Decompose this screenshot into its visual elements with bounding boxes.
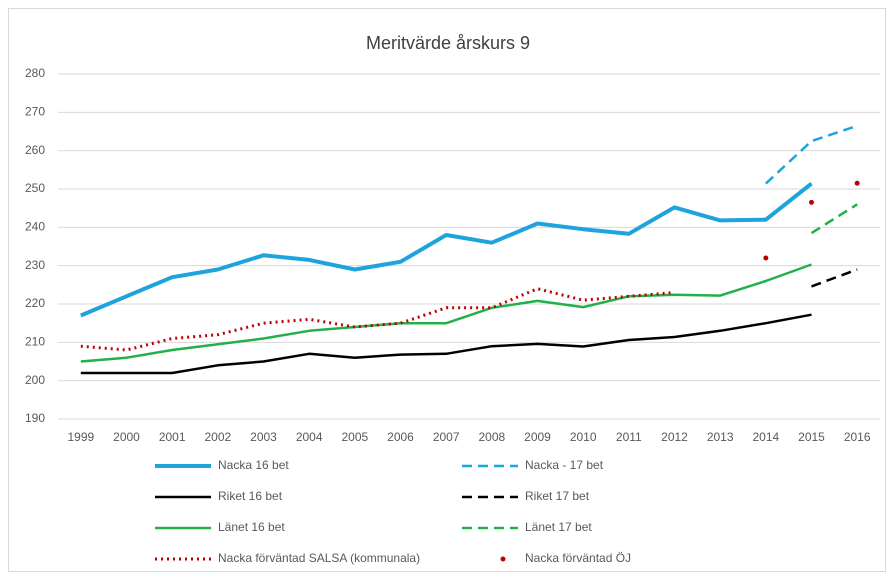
- series-line: [810, 203, 858, 235]
- series-line: [80, 313, 812, 375]
- legend-label: Nacka förväntad SALSA (kommunala): [218, 551, 420, 565]
- x-tick-label: 2010: [570, 430, 597, 444]
- x-tick-label: 1999: [67, 430, 94, 444]
- x-tick-label: 2009: [524, 430, 551, 444]
- y-tick-label: 200: [25, 373, 45, 387]
- y-tick-label: 260: [25, 143, 45, 157]
- y-tick-label: 210: [25, 335, 45, 349]
- x-tick-label: 2002: [204, 430, 231, 444]
- series-line: [764, 124, 858, 185]
- series-line: [80, 287, 675, 352]
- x-tick-label: 2007: [433, 430, 460, 444]
- series-line: [811, 268, 858, 288]
- y-tick-label: 190: [25, 411, 45, 425]
- data-point: [809, 199, 814, 205]
- legend-label: Länet 16 bet: [218, 520, 285, 534]
- y-tick-label: 230: [25, 258, 45, 272]
- legend-label: Nacka förväntad ÖJ: [525, 551, 631, 565]
- x-tick-label: 2012: [661, 430, 688, 444]
- series-line: [80, 263, 812, 363]
- x-tick-label: 2014: [752, 430, 779, 444]
- legend-label: Nacka - 17 bet: [525, 458, 604, 472]
- x-tick-label: 2004: [296, 430, 323, 444]
- x-tick-label: 2015: [798, 430, 825, 444]
- legend-label: Länet 17 bet: [525, 520, 592, 534]
- chart-title: Meritvärde årskurs 9: [366, 33, 530, 53]
- y-tick-label: 280: [25, 66, 45, 80]
- legend-label: Riket 16 bet: [218, 489, 283, 503]
- y-tick-label: 270: [25, 105, 45, 119]
- legend-label: Nacka 16 bet: [218, 458, 289, 472]
- x-tick-label: 2000: [113, 430, 140, 444]
- x-tick-label: 2016: [844, 430, 871, 444]
- y-tick-label: 240: [25, 220, 45, 234]
- data-point: [854, 180, 860, 186]
- x-tick-label: 2006: [387, 430, 414, 444]
- x-tick-label: 2011: [616, 430, 642, 444]
- legend-label: Riket 17 bet: [525, 489, 590, 503]
- legend-marker: [500, 556, 506, 562]
- x-tick-label: 2003: [250, 430, 277, 444]
- data-point: [763, 255, 769, 261]
- x-tick-label: 2005: [341, 430, 368, 444]
- x-tick-label: 2013: [707, 430, 734, 444]
- y-tick-label: 220: [25, 296, 45, 310]
- y-tick-label: 250: [25, 181, 45, 195]
- x-tick-label: 2008: [478, 430, 505, 444]
- x-tick-label: 2001: [159, 430, 186, 444]
- series-line: [80, 182, 813, 318]
